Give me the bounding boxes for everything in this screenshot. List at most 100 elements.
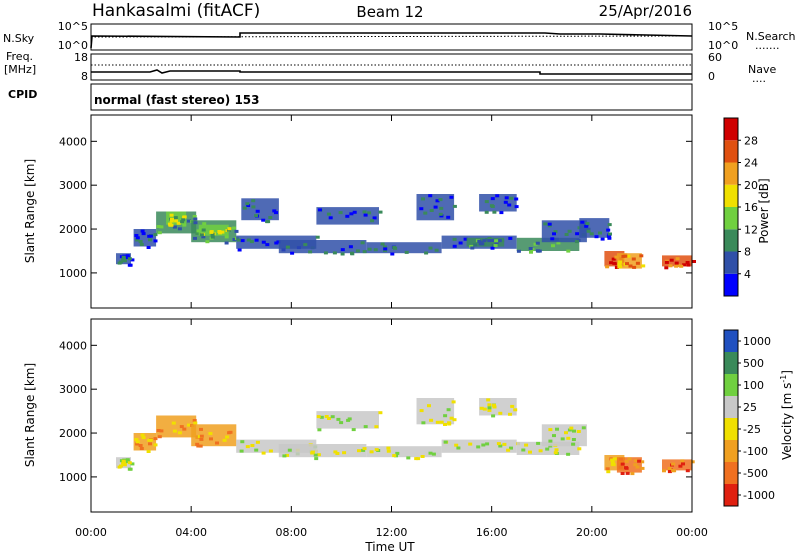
power-echo-cell (153, 233, 158, 237)
power-echo-cell (564, 233, 569, 236)
power-echo-cell (153, 239, 158, 243)
velocity-echo-cell (182, 427, 187, 431)
power-echo-cell (439, 206, 444, 210)
freq-right-tick-bottom: 0 (708, 70, 715, 83)
velocity-echo-cell (193, 421, 198, 425)
velocity-y-tick-label-2: 3000 (59, 383, 87, 396)
power-echo-cell (614, 262, 619, 266)
power-echo-cell (494, 239, 499, 243)
power-echo-cell (493, 244, 498, 247)
x-tick-label-4: 16:00 (476, 526, 508, 539)
velocity-colorbar-swatch-4 (724, 418, 738, 440)
noise-right-label: N.Search (746, 30, 796, 43)
power-echo-cell (290, 251, 295, 255)
velocity-echo-cell (148, 442, 152, 446)
power-echo-cell (383, 247, 388, 251)
power-echo-cell (605, 265, 610, 269)
power-echo-cell (209, 230, 214, 234)
velocity-echo-cell (685, 469, 690, 473)
power-echo-cell (168, 223, 173, 227)
x-tick-label-6: 00:00 (676, 526, 708, 539)
power-echo-cell (598, 231, 602, 235)
noise-search-line (90, 35, 693, 38)
velocity-echo-cell (633, 463, 638, 467)
power-echo-cell (433, 205, 438, 209)
velocity-echo-cell (222, 438, 227, 442)
velocity-echo-cell (416, 457, 421, 461)
velocity-echo-cell (627, 457, 632, 461)
beam-title: Beam 12 (356, 3, 423, 21)
power-echo-cell (641, 264, 646, 268)
velocity-axes: 1000 2000 3000 4000 (59, 319, 693, 512)
power-echo-cell (245, 202, 250, 206)
power-echo-cell (328, 216, 333, 220)
power-echo-cell (470, 246, 475, 250)
power-colorbar-swatch-5 (724, 162, 738, 185)
x-tick-label-2: 08:00 (275, 526, 307, 539)
power-echo-cell (251, 205, 256, 209)
velocity-echo-cell (228, 430, 233, 434)
freq-left-tick-bottom: 8 (81, 70, 88, 83)
power-echo-cell (625, 262, 629, 266)
velocity-echo-cell (121, 459, 126, 463)
velocity-echo-cell (392, 454, 397, 458)
velocity-echo-cell (374, 448, 379, 452)
power-echo-cell (607, 236, 612, 240)
velocity-echo-cell (335, 452, 340, 455)
power-echo-cell (584, 224, 589, 228)
noise-right-tick-top: 10^5 (708, 20, 738, 33)
velocity-echo-cell (552, 434, 556, 438)
velocity-echo-cell (487, 406, 492, 410)
power-echo-cell (551, 244, 555, 248)
power-echo-cell (315, 235, 320, 239)
velocity-echo-cell (548, 439, 553, 443)
velocity-echo-cell (443, 440, 448, 444)
power-echo-cell (639, 254, 644, 258)
velocity-echo-cell (250, 444, 255, 447)
power-echo-cell (196, 229, 201, 233)
velocity-colorbar: 1000 500 100 25 -25 -100 -500 -1000 (723, 329, 775, 507)
velocity-echo-cell (576, 430, 581, 433)
power-ylabel: Slant Range [km] (23, 159, 37, 263)
velocity-echo-cell (637, 459, 642, 463)
velocity-echo-cell (157, 435, 162, 439)
power-echo-cell (580, 220, 585, 224)
power-echo-cell (692, 260, 696, 263)
power-echo-cell (122, 258, 127, 262)
freq-line (91, 69, 692, 75)
power-echo-cell (685, 261, 690, 264)
velocity-echo-cell (317, 428, 322, 432)
power-echo-region-13 (466, 237, 505, 247)
power-colorbar-swatch-3 (724, 207, 738, 230)
power-echo-cell (246, 238, 251, 242)
power-echo-cell (148, 234, 153, 238)
noise-right-legend: ....... (755, 39, 779, 52)
power-echo-cell (367, 247, 372, 251)
power-echo-cell (482, 239, 487, 243)
cpid-label: CPID (8, 88, 37, 101)
power-colorbar-swatch-1 (724, 251, 738, 274)
velocity-echo-cell (630, 472, 635, 476)
power-echo-cell (477, 239, 482, 243)
power-echo-cell (635, 261, 640, 265)
power-colorbar-tick-label-1: 8 (744, 246, 751, 259)
velocity-echo-cell (487, 403, 492, 407)
velocity-echo-cell (125, 458, 130, 462)
velocity-echo-cell (569, 426, 574, 430)
power-echo-cell (664, 266, 669, 270)
velocity-echo-cell (208, 432, 213, 435)
noise-sky-line (90, 32, 693, 49)
power-echo-cell (156, 225, 161, 228)
velocity-echo-cell (528, 450, 532, 454)
velocity-echo-cell (485, 442, 490, 446)
power-echo-cell (338, 211, 343, 215)
velocity-echo-cell (553, 451, 558, 455)
power-echo-cell (231, 226, 236, 230)
velocity-echo-cell (240, 440, 245, 444)
power-echo-region-7 (241, 198, 279, 221)
velocity-echo-cell (159, 429, 164, 433)
velocity-echo-cell (481, 443, 486, 447)
velocity-echo-cell (667, 467, 672, 470)
velocity-echo-cell (339, 421, 344, 425)
power-echo-cell (378, 210, 383, 214)
